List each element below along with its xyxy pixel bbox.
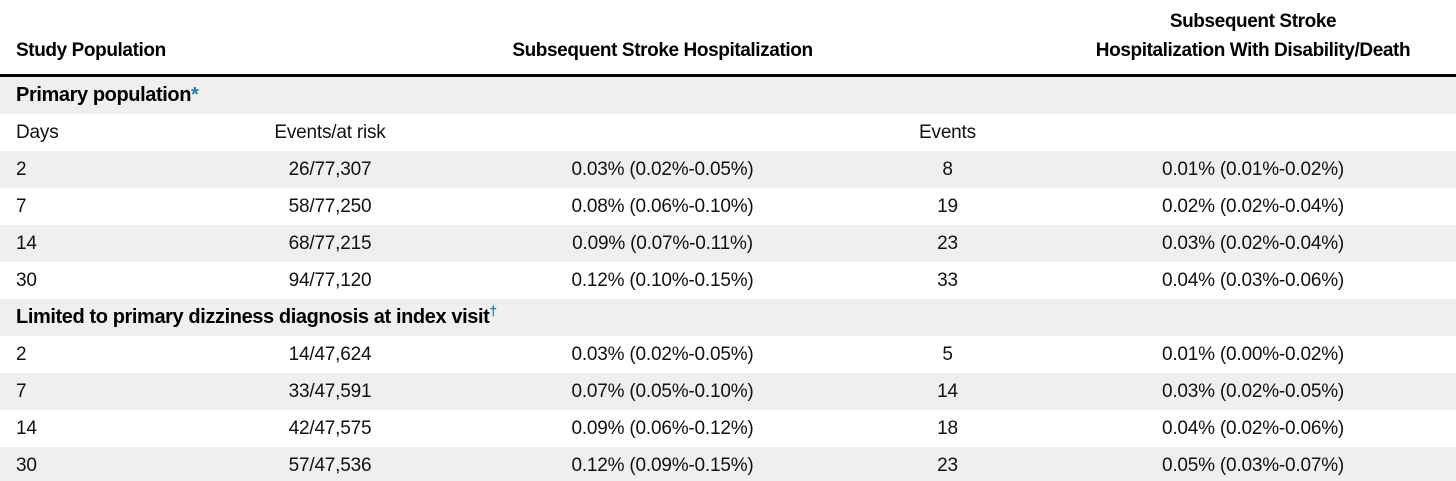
- events-cell: 23: [937, 454, 958, 476]
- table-row: 7 33/47,591 0.07% (0.05%-0.10%) 14 0.03%…: [0, 373, 1456, 410]
- events-at-risk-cell: 26/77,307: [288, 158, 372, 180]
- section-header-limited-dizziness: Limited to primary dizziness diagnosis a…: [0, 299, 1456, 336]
- events-at-risk-cell: 14/47,624: [288, 343, 372, 365]
- events-at-risk-cell: 33/47,591: [288, 380, 372, 402]
- subheader-events: Events: [919, 121, 976, 143]
- disability-rate-ci-cell: 0.03% (0.02%-0.04%): [1161, 232, 1345, 254]
- disability-rate-ci-cell: 0.01% (0.00%-0.02%): [1161, 343, 1345, 365]
- column-header-stroke-disability: Subsequent Stroke Hospitalization With D…: [1050, 0, 1456, 77]
- disability-rate-ci-cell: 0.03% (0.02%-0.05%): [1161, 380, 1345, 402]
- events-cell: 14: [937, 380, 958, 402]
- footnote-marker-dagger: †: [489, 302, 497, 319]
- section-title: Limited to primary dizziness diagnosis a…: [16, 306, 490, 328]
- disability-rate-ci-cell: 0.04% (0.02%-0.06%): [1161, 417, 1345, 439]
- events-cell: 8: [942, 158, 953, 180]
- table-row: 2 14/47,624 0.03% (0.02%-0.05%) 5 0.01% …: [0, 336, 1456, 373]
- events-cell: 23: [937, 232, 958, 254]
- column-header-stroke-disability-line2: Hospitalization With Disability/Death: [1095, 39, 1411, 61]
- days-cell: 2: [16, 158, 27, 180]
- events-at-risk-cell: 58/77,250: [288, 195, 372, 217]
- section-header-primary-population: Primary population*: [0, 75, 1456, 114]
- disability-rate-ci-cell: 0.05% (0.03%-0.07%): [1161, 454, 1345, 476]
- table-row: 14 68/77,215 0.09% (0.07%-0.11%) 23 0.03…: [0, 225, 1456, 262]
- days-cell: 14: [16, 417, 37, 439]
- table-row: 2 26/77,307 0.03% (0.02%-0.05%) 8 0.01% …: [0, 151, 1456, 188]
- header-row: Study Population Subsequent Stroke Hospi…: [0, 0, 1456, 77]
- table-row: 7 58/77,250 0.08% (0.06%-0.10%) 19 0.02%…: [0, 188, 1456, 225]
- column-header-study-population: Study Population: [0, 0, 480, 77]
- subheader-days: Days: [16, 121, 59, 143]
- days-cell: 30: [16, 454, 37, 476]
- table-row: 14 42/47,575 0.09% (0.06%-0.12%) 18 0.04…: [0, 410, 1456, 447]
- rate-ci-cell: 0.08% (0.06%-0.10%): [571, 195, 754, 217]
- table-header: Study Population Subsequent Stroke Hospi…: [0, 0, 1456, 77]
- rate-ci-cell: 0.12% (0.10%-0.15%): [571, 269, 754, 291]
- subheader-events-at-risk: Events/at risk: [274, 121, 386, 143]
- events-cell: 19: [937, 195, 958, 217]
- table-row: 30 57/47,536 0.12% (0.09%-0.15%) 23 0.05…: [0, 447, 1456, 481]
- rate-ci-cell: 0.09% (0.07%-0.11%): [572, 232, 753, 254]
- days-cell: 7: [16, 380, 27, 402]
- disability-rate-ci-cell: 0.04% (0.03%-0.06%): [1161, 269, 1345, 291]
- events-at-risk-cell: 94/77,120: [288, 269, 372, 291]
- events-cell: 18: [937, 417, 958, 439]
- table-body: Primary population* Days Events/at risk …: [0, 75, 1456, 481]
- days-cell: 14: [16, 232, 37, 254]
- subheader-row: Days Events/at risk Events: [0, 114, 1456, 151]
- footnote-marker-asterisk: *: [191, 84, 199, 106]
- events-at-risk-cell: 42/47,575: [288, 417, 372, 439]
- rate-ci-cell: 0.07% (0.05%-0.10%): [571, 380, 754, 402]
- section-title: Primary population: [16, 84, 192, 106]
- days-cell: 2: [16, 343, 27, 365]
- disability-rate-ci-cell: 0.02% (0.02%-0.04%): [1161, 195, 1345, 217]
- events-at-risk-cell: 57/47,536: [288, 454, 372, 476]
- column-header-stroke-hospitalization: Subsequent Stroke Hospitalization: [480, 0, 845, 77]
- rate-ci-cell: 0.03% (0.02%-0.05%): [571, 343, 754, 365]
- events-cell: 33: [937, 269, 958, 291]
- header-spacer: [845, 0, 1050, 77]
- events-at-risk-cell: 68/77,215: [288, 232, 372, 254]
- table-row: 30 94/77,120 0.12% (0.10%-0.15%) 33 0.04…: [0, 262, 1456, 299]
- rate-ci-cell: 0.09% (0.06%-0.12%): [571, 417, 754, 439]
- disability-rate-ci-cell: 0.01% (0.01%-0.02%): [1161, 158, 1345, 180]
- days-cell: 7: [16, 195, 27, 217]
- column-header-stroke-disability-line1: Subsequent Stroke: [1169, 11, 1337, 32]
- events-cell: 5: [942, 343, 953, 365]
- rate-ci-cell: 0.03% (0.02%-0.05%): [571, 158, 754, 180]
- rate-ci-cell: 0.12% (0.09%-0.15%): [571, 454, 754, 476]
- days-cell: 30: [16, 269, 37, 291]
